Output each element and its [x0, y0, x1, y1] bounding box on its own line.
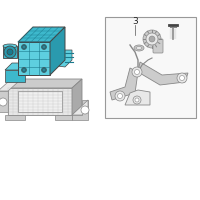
- Polygon shape: [72, 79, 82, 115]
- Circle shape: [7, 49, 13, 55]
- Polygon shape: [55, 115, 72, 120]
- Circle shape: [81, 106, 89, 114]
- Polygon shape: [5, 70, 25, 82]
- Polygon shape: [5, 115, 25, 120]
- Circle shape: [43, 69, 45, 71]
- Polygon shape: [72, 100, 88, 120]
- Polygon shape: [5, 63, 32, 70]
- Text: 3: 3: [132, 18, 138, 26]
- Circle shape: [22, 68, 26, 72]
- Circle shape: [42, 45, 46, 49]
- Circle shape: [143, 30, 161, 48]
- Circle shape: [134, 70, 140, 74]
- Circle shape: [177, 73, 187, 83]
- Circle shape: [118, 94, 122, 98]
- Ellipse shape: [3, 44, 17, 48]
- Polygon shape: [18, 91, 62, 112]
- Polygon shape: [8, 88, 72, 115]
- Circle shape: [180, 75, 184, 80]
- Ellipse shape: [134, 45, 144, 51]
- FancyBboxPatch shape: [153, 39, 163, 53]
- Polygon shape: [18, 27, 65, 42]
- Polygon shape: [8, 79, 82, 88]
- Polygon shape: [110, 68, 138, 100]
- Polygon shape: [3, 46, 17, 58]
- Polygon shape: [0, 91, 8, 112]
- Circle shape: [132, 67, 142, 77]
- Circle shape: [149, 36, 155, 42]
- Polygon shape: [72, 100, 88, 115]
- Circle shape: [43, 46, 45, 48]
- Circle shape: [4, 46, 16, 58]
- Polygon shape: [125, 90, 150, 105]
- Ellipse shape: [136, 46, 142, 49]
- Circle shape: [133, 96, 141, 104]
- Circle shape: [23, 46, 25, 48]
- Circle shape: [23, 69, 25, 71]
- Polygon shape: [50, 27, 65, 75]
- Polygon shape: [138, 62, 188, 85]
- Polygon shape: [50, 50, 72, 67]
- Circle shape: [115, 91, 125, 101]
- Circle shape: [22, 45, 26, 49]
- FancyBboxPatch shape: [105, 17, 196, 118]
- Polygon shape: [18, 42, 50, 75]
- Circle shape: [42, 68, 46, 72]
- Polygon shape: [0, 82, 18, 91]
- Circle shape: [146, 33, 158, 45]
- Circle shape: [135, 98, 139, 102]
- Circle shape: [0, 98, 7, 106]
